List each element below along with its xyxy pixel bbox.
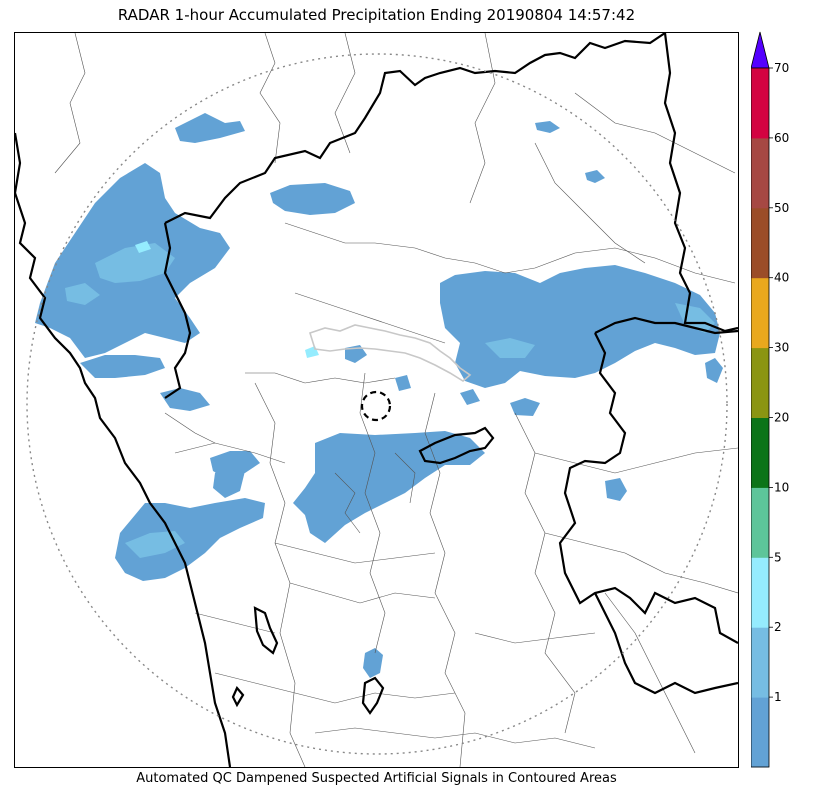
radar-map[interactable] xyxy=(14,32,739,768)
colorbar-bin xyxy=(751,627,769,698)
colorbar-tick-label: 50 xyxy=(774,201,789,215)
precip-cell-central-dots xyxy=(345,345,367,363)
precip-cell-southwest xyxy=(115,498,265,581)
precip-core-east-2 xyxy=(675,303,715,333)
precip-layer xyxy=(35,113,723,678)
border-east xyxy=(594,316,738,335)
district-borders xyxy=(54,33,738,767)
precip-core-southwest xyxy=(125,531,185,558)
border-southeast xyxy=(594,592,738,695)
state-borders xyxy=(15,33,738,767)
colorbar-tick-label: 60 xyxy=(774,131,789,145)
colorbar: 1 2 5 10 20 30 40 50 60 70 xyxy=(751,30,791,770)
radar-range-ring xyxy=(26,53,728,755)
colorbar-tick-label: 70 xyxy=(774,61,789,75)
colorbar-bin xyxy=(751,417,769,488)
colorbar-tick-label: 2 xyxy=(774,620,782,634)
colorbar-bin xyxy=(751,207,769,279)
precip-core-east xyxy=(485,338,535,358)
precip-heavy-core-2 xyxy=(305,346,319,358)
precip-cell-far-east xyxy=(705,358,723,383)
border-enclave xyxy=(418,426,495,465)
radar-site-marker xyxy=(360,390,392,422)
precip-cell-northeast-dot2 xyxy=(585,170,605,183)
border-enclave-south xyxy=(361,676,385,715)
precip-cell-mid-west xyxy=(213,463,245,498)
precip-cell-northeast-dot xyxy=(535,121,560,133)
precip-cell-east-small xyxy=(510,398,540,416)
colorbar-tick-label: 20 xyxy=(774,411,789,425)
colorbar-canvas: 1 2 5 10 20 30 40 50 60 70 xyxy=(751,31,789,768)
precip-cell-central-band xyxy=(293,431,485,543)
precip-cell-north xyxy=(175,113,245,143)
map-title: RADAR 1-hour Accumulated Precipitation E… xyxy=(117,6,636,24)
colorbar-bin xyxy=(751,487,769,558)
precip-moderate-layer xyxy=(65,243,715,558)
colorbar-bin xyxy=(751,557,769,628)
precip-heavy-core xyxy=(135,241,151,253)
precip-cell-central-dots3 xyxy=(460,389,480,405)
qc-contours xyxy=(309,324,472,382)
precip-cell-south xyxy=(363,648,383,678)
border-coast xyxy=(15,132,232,767)
precip-core-northwest xyxy=(95,243,175,283)
precip-cell-east-band xyxy=(440,265,720,388)
colorbar-bin xyxy=(751,277,769,349)
colorbar-bin xyxy=(751,137,769,209)
colorbar-tick-label: 1 xyxy=(774,690,782,704)
precip-cell-coast-band xyxy=(80,355,165,378)
border-northeast xyxy=(663,33,738,333)
border-east-south xyxy=(558,332,738,644)
colorbar-extend-arrow xyxy=(751,31,770,69)
colorbar-tick-label: 40 xyxy=(774,271,789,285)
colorbar-tick-label: 10 xyxy=(774,480,789,494)
colorbar-bin xyxy=(751,68,769,139)
colorbar-bin xyxy=(751,697,769,768)
border-inner-west xyxy=(163,222,192,399)
colorbar-tick-label: 5 xyxy=(774,550,782,564)
colorbar-tick-label: 30 xyxy=(774,341,789,355)
precip-cell-southeast xyxy=(605,478,627,501)
colorbar-bin xyxy=(751,347,769,418)
border-southwest-island xyxy=(253,606,279,655)
border-south-small xyxy=(231,685,245,708)
precip-cell-central-dots2 xyxy=(395,375,411,391)
precip-core-northwest-2 xyxy=(65,283,100,305)
border-north xyxy=(164,33,666,224)
precip-heavy-layer xyxy=(135,241,319,358)
map-caption: Automated QC Dampened Suspected Artifici… xyxy=(136,771,617,786)
precip-cell-coast-lower xyxy=(160,388,210,411)
precip-cell-north-central xyxy=(270,183,355,215)
radar-map-canvas xyxy=(15,33,738,767)
